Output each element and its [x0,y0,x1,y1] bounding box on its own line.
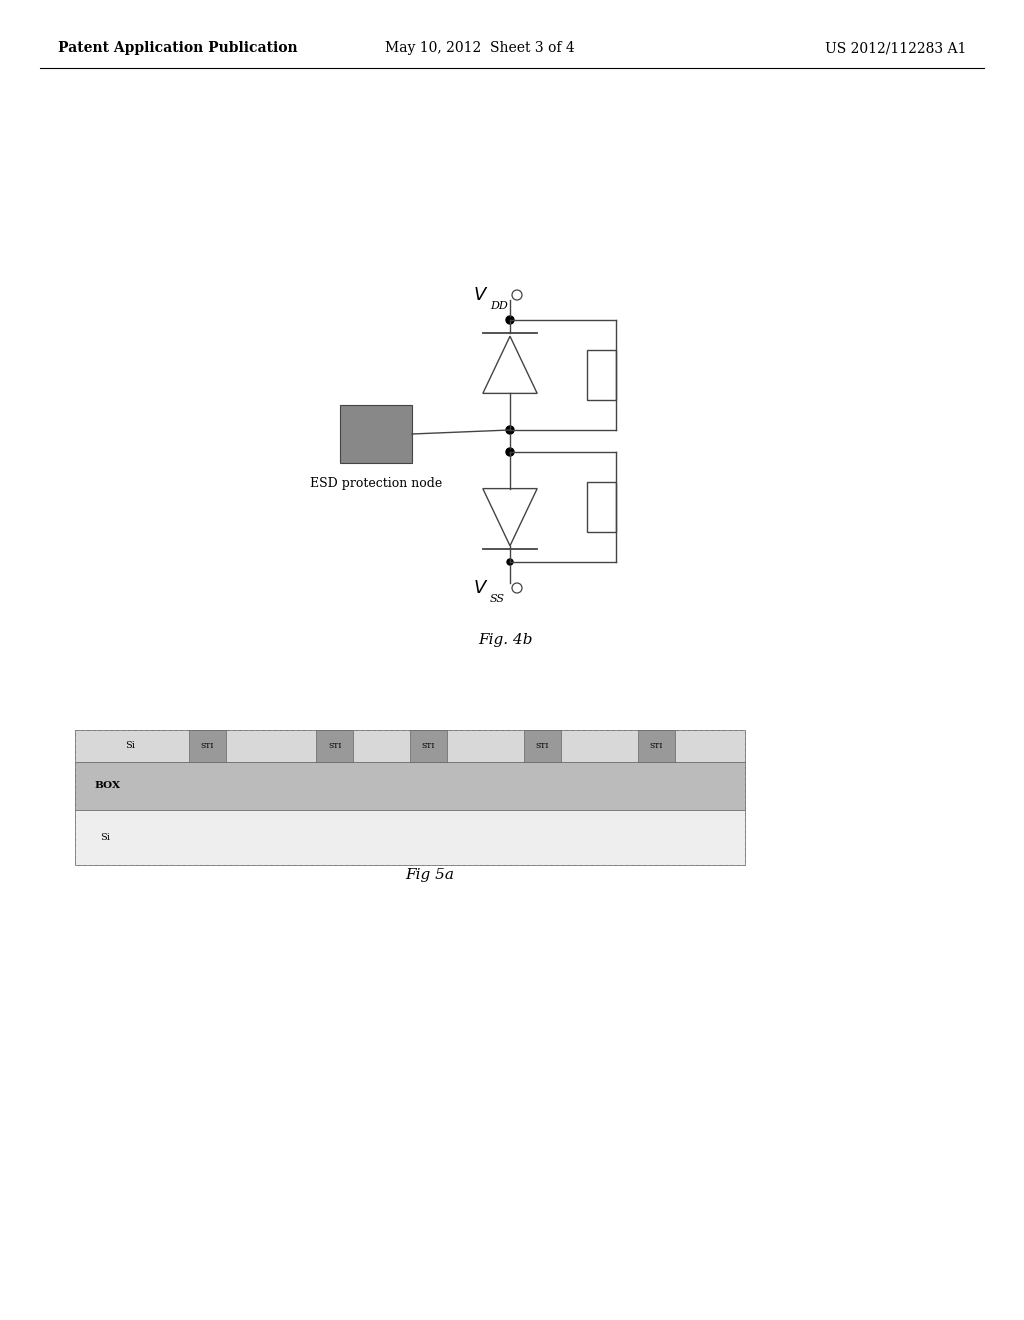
Bar [75,762,745,810]
Text: BOX: BOX [94,781,120,791]
Text: DD: DD [490,301,508,312]
Bar [188,730,225,762]
Bar [75,810,745,865]
Text: Si: Si [125,742,135,751]
Bar [340,405,412,463]
Text: STI: STI [536,742,549,750]
Text: STI: STI [328,742,341,750]
Bar [587,482,616,532]
Bar [524,730,561,762]
Bar [316,730,353,762]
Circle shape [506,426,514,434]
Text: STI: STI [201,742,214,750]
Bar [638,730,675,762]
Circle shape [507,558,513,565]
Text: STI: STI [422,742,435,750]
Bar [75,730,745,865]
Text: ESD protection node: ESD protection node [310,477,442,490]
Text: $V$: $V$ [473,286,488,304]
Text: Fig 5a: Fig 5a [406,869,455,882]
Text: Patent Application Publication: Patent Application Publication [58,41,298,55]
Text: US 2012/112283 A1: US 2012/112283 A1 [824,41,966,55]
Bar [410,730,446,762]
Circle shape [506,315,514,323]
Text: STI: STI [649,742,663,750]
Text: May 10, 2012  Sheet 3 of 4: May 10, 2012 Sheet 3 of 4 [385,41,574,55]
Text: SS: SS [490,594,505,605]
Bar [75,730,745,762]
Text: Si: Si [100,833,110,842]
Text: Fig. 4b: Fig. 4b [478,634,532,647]
Circle shape [506,447,514,455]
Bar [587,350,616,400]
Text: $V$: $V$ [473,579,488,597]
